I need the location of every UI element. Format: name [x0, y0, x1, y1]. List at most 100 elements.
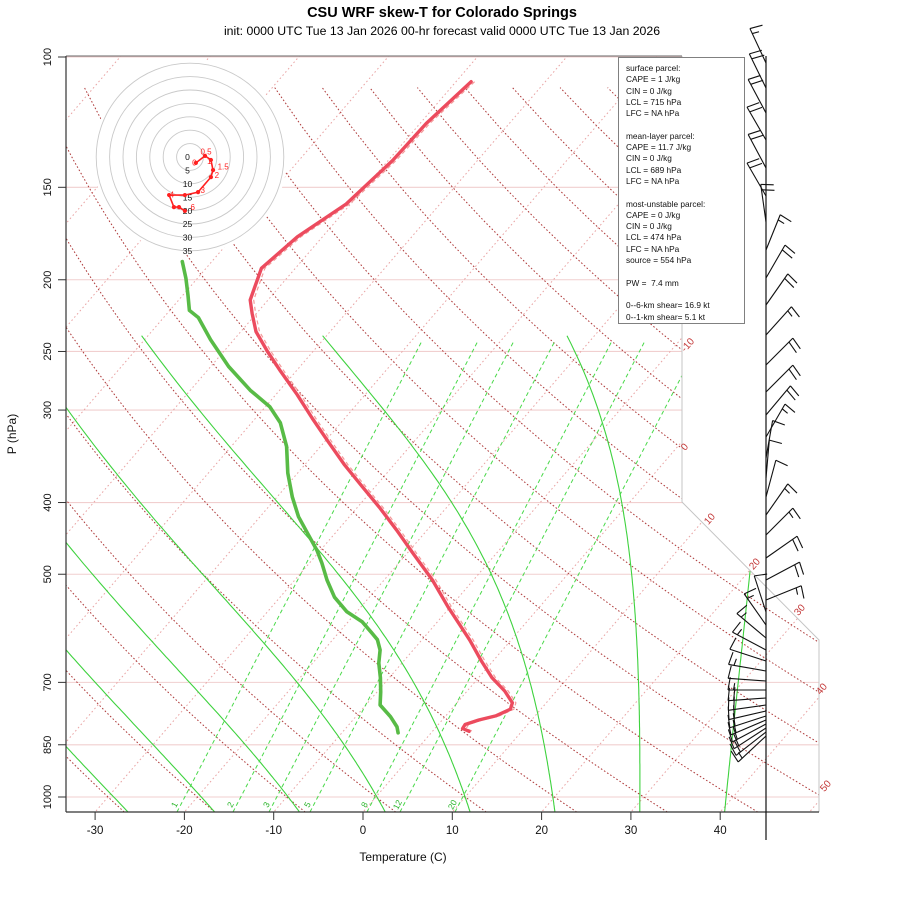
wind-barb — [765, 337, 794, 366]
mixing-ratio-label: 20 — [446, 798, 459, 811]
wind-barb — [765, 483, 789, 516]
mixing-ratio-label: 5 — [302, 800, 313, 809]
dewpoint-trace — [180, 259, 400, 735]
wind-barb — [765, 214, 781, 251]
hodograph-background — [93, 60, 287, 254]
hodograph-ring — [135, 102, 245, 212]
mixing-ratio-line — [232, 339, 479, 812]
moist-adiabat-line — [66, 335, 300, 812]
mixing-ratio-line — [454, 339, 701, 812]
mixing-ratio-line — [366, 339, 613, 812]
parcel-info-line: LFC = NA hPa — [626, 243, 680, 254]
wind-barb — [760, 184, 767, 223]
hodograph-height-label: 6 — [191, 203, 196, 212]
wind-barbs — [727, 24, 805, 840]
wind-barb — [728, 710, 767, 721]
moist-adiabat-line — [66, 335, 129, 812]
wind-barb — [729, 648, 767, 662]
moist-adiabat-line — [66, 335, 386, 812]
parcel-info-line: LCL = 689 hPa — [626, 164, 682, 175]
hodograph-trace-point — [208, 175, 214, 180]
temp-tick-label: 40 — [714, 825, 727, 837]
wind-barb — [743, 593, 767, 626]
moist-adiabat-line — [322, 335, 556, 812]
wind-barb — [748, 53, 767, 89]
parcel-info-line — [626, 187, 744, 198]
wind-barb — [737, 735, 767, 763]
pressure-tick-label: 700 — [42, 673, 54, 691]
temp-tick-label: 30 — [625, 825, 638, 837]
wind-barb — [749, 28, 767, 64]
dry-adiabat-line — [369, 87, 819, 812]
temp-tick-label: -30 — [87, 825, 104, 837]
hodograph-trace-point — [166, 192, 172, 198]
parcel-info-line: most-unstable parcel: — [626, 198, 706, 209]
pressure-tick-label: 300 — [42, 401, 54, 419]
parcel-info-line: LCL = 715 hPa — [626, 96, 682, 107]
wind-barb — [747, 79, 767, 114]
wind-barb — [765, 306, 792, 336]
wind-barb — [765, 460, 777, 498]
parcel-info-line: CAPE = 11.7 J/kg — [626, 142, 692, 153]
hodograph-ring-label: 5 — [185, 166, 190, 176]
parcel-info-line: LCL = 474 hPa — [626, 232, 682, 243]
wind-barb — [747, 134, 767, 169]
parcel-info-line: LFC = NA hPa — [626, 108, 680, 119]
wind-barb — [765, 585, 802, 601]
wind-barb — [765, 535, 798, 559]
hodograph-trace-point — [171, 205, 177, 210]
isotherm-line — [66, 56, 573, 812]
hodograph-trace-point — [208, 157, 214, 163]
isotherm-line — [257, 56, 819, 812]
pressure-tick-label: 100 — [42, 48, 54, 66]
mixing-ratio-line — [399, 339, 646, 812]
hodograph-ring — [149, 116, 231, 198]
wind-barb — [736, 613, 767, 639]
hodograph-trace-point — [210, 168, 216, 173]
moist-adiabat-line — [566, 335, 641, 812]
wind-barb — [728, 704, 767, 711]
hodograph-ring — [95, 62, 285, 252]
wind-barb — [753, 575, 767, 613]
hodograph-ring-label: 10 — [183, 179, 193, 189]
isotherm-edge-label: 0 — [679, 441, 691, 453]
parcel-info-line: source = 554 hPa — [626, 255, 692, 266]
wind-barb — [765, 561, 800, 581]
wind-barb — [765, 440, 770, 479]
mixing-ratio-label: 12 — [391, 798, 404, 811]
dry-adiabat-line — [66, 87, 216, 812]
dry-adiabat-line — [66, 87, 306, 812]
pressure-tick-label: 250 — [42, 342, 54, 360]
hodograph-height-label: 1.5 — [218, 163, 230, 172]
dry-adiabat-line — [131, 87, 819, 812]
parcel-info-line: CIN = 0 J/kg — [626, 153, 672, 164]
hodograph-ring-label: 25 — [183, 219, 193, 229]
wind-barb — [746, 162, 767, 197]
wind-barb — [765, 507, 794, 536]
wind-barb — [746, 106, 767, 141]
wind-barb — [733, 727, 767, 750]
parcel-info-line — [626, 266, 744, 277]
moist-adiabat-line — [66, 335, 216, 812]
isotherm-edge-label: 40 — [814, 681, 830, 697]
virtual-temperature-trace — [253, 81, 517, 732]
hodograph-trace-point — [195, 190, 201, 195]
wind-barb — [765, 403, 786, 438]
hodograph-height-label: 0 — [192, 159, 197, 168]
hodograph-height-label: 1 — [207, 157, 212, 166]
temp-tick-label: 10 — [446, 825, 459, 837]
parcel-info-line: surface parcel: — [626, 63, 681, 73]
hodograph-height-label: 2 — [215, 171, 220, 180]
mixing-ratio-label: 2 — [225, 800, 236, 809]
hodograph-trace-point — [176, 205, 182, 210]
parcel-info-line: CIN = 0 J/kg — [626, 85, 672, 96]
parcel-info-line: CIN = 0 J/kg — [626, 221, 672, 232]
isotherm-line — [793, 56, 819, 812]
wind-barb — [732, 723, 767, 743]
pressure-tick-label: 150 — [42, 178, 54, 196]
dry-adiabat-line — [83, 87, 819, 812]
pressure-tick-label: 400 — [42, 493, 54, 511]
parcel-info-line — [626, 119, 744, 130]
